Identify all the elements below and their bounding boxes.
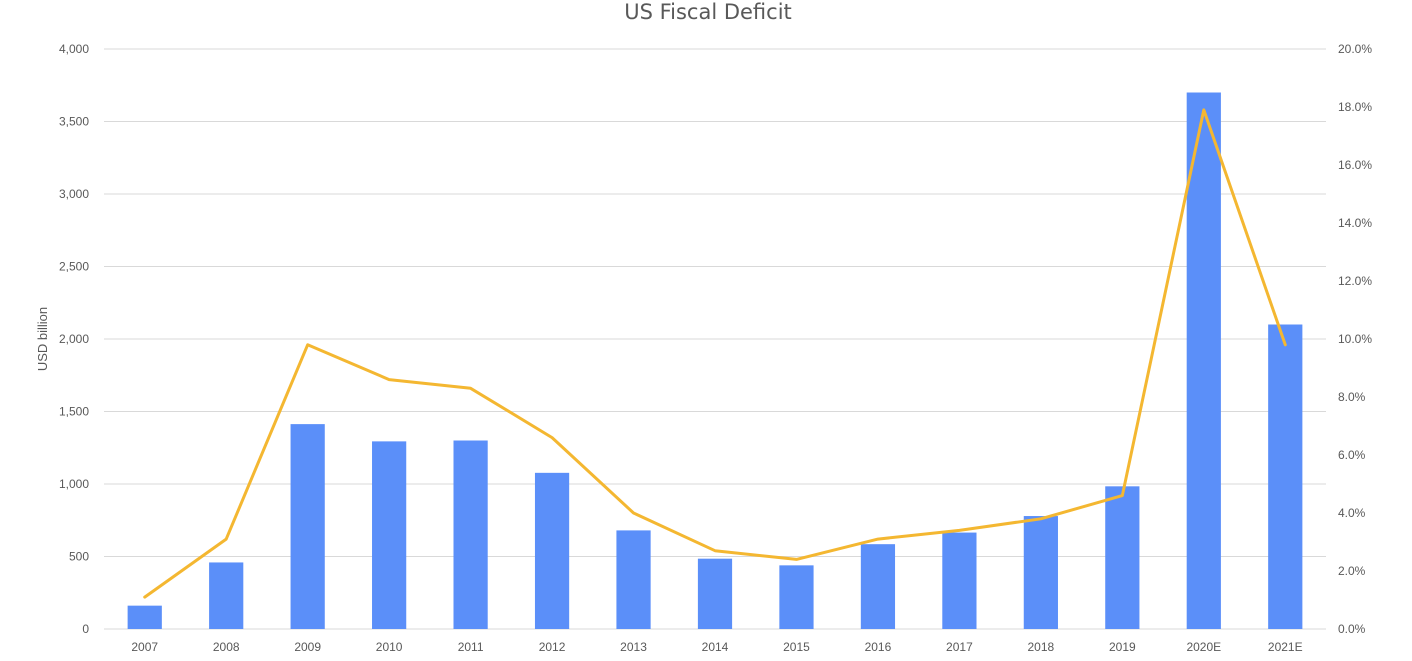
bar-2011: [453, 440, 488, 629]
x-axis-ticks: 2007 2008 2009 2010 2011 2012 2013 2014 2015 2016…: [131, 640, 1302, 654]
bar-2019: [1105, 486, 1140, 629]
gridlines: [104, 48, 1326, 630]
y2-tick-label: 6.0%: [1338, 448, 1366, 462]
chart-title: US Fiscal Deficit: [624, 0, 792, 24]
x-tick-label: 2010: [376, 640, 403, 654]
y2-tick-label: 12.0%: [1338, 274, 1372, 288]
x-tick-label: 2008: [213, 640, 240, 654]
bar-2013: [616, 530, 651, 629]
x-tick-label: 2020E: [1186, 640, 1221, 654]
bar-2009: [290, 424, 325, 629]
x-tick-label: 2019: [1109, 640, 1136, 654]
x-tick-label: 2018: [1028, 640, 1055, 654]
bar-2014: [697, 558, 733, 629]
bar-2008: [209, 562, 244, 629]
y2-tick-label: 2.0%: [1338, 564, 1366, 578]
bar-2010: [372, 441, 407, 629]
y2-tick-label: 8.0%: [1338, 390, 1366, 404]
y-axis-label: USD billion: [35, 307, 50, 371]
y-tick-label: 2,500: [59, 260, 89, 274]
y-tick-label: 4,000: [59, 42, 89, 56]
bar-2021e: [1268, 324, 1303, 629]
y-tick-label: 3,500: [59, 115, 89, 129]
y-tick-label: 3,000: [59, 187, 89, 201]
y2-tick-label: 20.0%: [1338, 42, 1372, 56]
bar-2016: [860, 544, 896, 629]
x-tick-label: 2007: [131, 640, 158, 654]
x-tick-label: 2012: [539, 640, 566, 654]
x-tick-label: 2017: [946, 640, 973, 654]
bar-series: [127, 92, 1303, 629]
x-tick-label: 2013: [620, 640, 647, 654]
bar-2015: [779, 565, 814, 629]
bar-2018: [1023, 516, 1058, 629]
y2-tick-label: 0.0%: [1338, 622, 1366, 636]
y-axis-ticks: 0 500 1,000 1,500 2,000 2,500 3,000 3,500 4,000: [59, 42, 89, 636]
y2-tick-label: 16.0%: [1338, 158, 1372, 172]
bar-2020e: [1186, 92, 1221, 629]
x-tick-label: 2009: [294, 640, 321, 654]
y2-tick-label: 4.0%: [1338, 506, 1366, 520]
x-tick-label: 2016: [865, 640, 892, 654]
bar-2017: [942, 532, 977, 629]
y-tick-label: 2,000: [59, 332, 89, 346]
y2-tick-label: 10.0%: [1338, 332, 1372, 346]
y-tick-label: 0: [82, 622, 89, 636]
y2-tick-label: 18.0%: [1338, 100, 1372, 114]
y2-tick-label: 14.0%: [1338, 216, 1372, 230]
y-tick-label: 1,000: [59, 477, 89, 491]
bar-2012: [534, 472, 570, 629]
y-tick-label: 1,500: [59, 405, 89, 419]
y-tick-label: 500: [69, 550, 89, 564]
x-tick-label: 2011: [458, 640, 484, 654]
bar-2007: [127, 605, 162, 629]
line-series: [143, 108, 1287, 599]
y2-axis-ticks: 0.0% 2.0% 4.0% 6.0% 8.0% 10.0% 12.0% 14.0% 16.0%…: [1338, 42, 1372, 636]
x-tick-label: 2021E: [1268, 640, 1303, 654]
x-tick-label: 2015: [783, 640, 810, 654]
x-tick-label: 2014: [702, 640, 729, 654]
